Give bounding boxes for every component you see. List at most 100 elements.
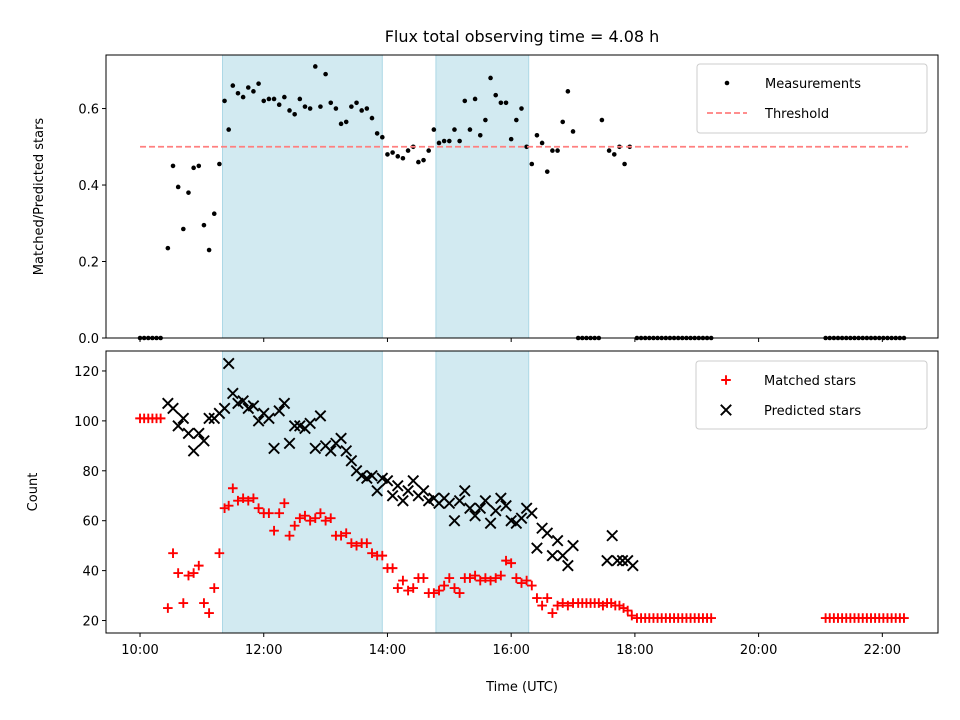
predicted-stars-point	[304, 417, 317, 430]
predicted-stars-point	[252, 415, 265, 427]
matched-stars-point	[178, 598, 189, 608]
count-panel-legend: Matched stars Predicted stars	[695, 360, 928, 430]
matched-stars-point	[449, 583, 460, 593]
matched-stars-point	[622, 605, 633, 616]
matched-stars-point	[362, 538, 372, 548]
ratio-panel-y-tick-label: 0.0	[78, 332, 99, 347]
measurements-point	[302, 104, 308, 109]
matched-stars-point	[367, 548, 377, 558]
predicted-stars-point	[489, 504, 502, 517]
matched-stars-point	[300, 510, 310, 521]
matched-stars-point	[315, 508, 326, 519]
matched-stars-point	[511, 573, 522, 583]
matched-stars-point	[289, 520, 300, 531]
matched-stars-point	[183, 570, 194, 581]
matched-stars-point	[387, 563, 398, 573]
predicted-stars-point	[474, 502, 487, 515]
matched-stars-point	[557, 598, 568, 608]
predicted-stars-point	[616, 554, 629, 567]
matched-stars-point	[253, 503, 264, 514]
count-panel-y-tick-label: 20	[82, 615, 99, 630]
matched-stars-point	[403, 585, 413, 596]
count-panel-shaded-interval-2	[435, 350, 530, 634]
count-panel-x-axis-label: Time (UTC)	[485, 680, 558, 695]
measurements-point	[570, 129, 576, 134]
matched-stars-point	[563, 600, 573, 611]
matched-stars-point	[204, 608, 214, 618]
measurements-point	[196, 163, 202, 169]
series-matched-stars	[135, 413, 909, 623]
predicted-stars-point	[263, 412, 275, 425]
count-panel-y-tick-label: 40	[82, 565, 99, 580]
predicted-stars-point	[525, 507, 538, 520]
matched-stars-point	[377, 550, 388, 561]
matched-stars-point	[155, 413, 166, 424]
measurements-point	[457, 138, 462, 144]
matched-stars-point	[346, 538, 357, 548]
predicted-stars-point	[167, 402, 179, 415]
matched-stars-point	[516, 578, 527, 588]
predicted-stars-point	[391, 479, 404, 492]
matched-stars-point	[626, 610, 637, 621]
predicted-stars-point	[407, 474, 420, 487]
measurements-point	[230, 83, 236, 88]
matched-stars-point	[552, 600, 563, 611]
matched-stars-point	[506, 558, 516, 568]
legend-swatch	[720, 404, 732, 416]
measurements-point	[240, 94, 246, 100]
predicted-stars-point	[402, 484, 414, 497]
measurements-point	[534, 133, 540, 138]
predicted-stars-point	[546, 549, 559, 562]
measurements-point	[256, 81, 261, 86]
predicted-stars-point	[226, 387, 239, 400]
matched-stars-point	[233, 495, 243, 506]
matched-stars-point	[470, 570, 480, 581]
measurements-point	[622, 161, 627, 167]
matched-stars-point	[480, 573, 491, 583]
measurements-point	[447, 138, 452, 144]
matched-stars-point	[490, 573, 501, 583]
measurements-point	[186, 190, 191, 195]
predicted-stars-point	[479, 494, 492, 507]
measurements-point	[251, 89, 256, 94]
legend-label-measurements: Measurements	[765, 77, 861, 92]
predicted-stars-point	[531, 542, 543, 555]
measurements-point	[555, 148, 560, 153]
predicted-stars-point	[177, 412, 190, 425]
measurements-point	[477, 133, 483, 138]
predicted-stars-point	[203, 412, 215, 425]
ratio-panel-y-tick-label: 0.2	[78, 256, 99, 271]
matched-stars-point	[264, 508, 274, 519]
predicted-stars-point	[340, 444, 353, 457]
measurements-point	[354, 100, 359, 106]
matched-stars-point	[223, 500, 234, 511]
predicted-stars-point	[611, 554, 624, 567]
matched-stars-point	[274, 508, 285, 519]
predicted-stars-point	[288, 419, 301, 432]
predicted-stars-point	[278, 397, 291, 410]
matched-stars-point	[537, 600, 547, 611]
measurements-point	[503, 100, 509, 106]
matched-stars-point	[269, 525, 279, 536]
measurements-point	[271, 96, 277, 102]
predicted-stars-point	[247, 400, 260, 412]
measurements-point	[550, 148, 555, 153]
predicted-stars-point	[417, 484, 430, 497]
measurements-point	[405, 148, 411, 153]
measurements-point	[462, 98, 468, 104]
measurements-point	[488, 75, 493, 81]
measurements-point	[245, 85, 251, 90]
count-panel-legend-box	[695, 360, 928, 430]
predicted-stars-point	[314, 410, 327, 422]
matched-stars-point	[295, 513, 305, 524]
matched-stars-point	[542, 593, 553, 603]
measurements-point	[297, 96, 303, 102]
measurements-point	[307, 106, 313, 111]
count-panel-axes: 20 40 60 80 100 120 10:00 12:00 14:00 16:00 18:00 2…	[74, 350, 939, 658]
legend-label-predicted-stars: Predicted stars	[764, 404, 861, 419]
matched-stars-point	[248, 493, 259, 504]
matched-stars-point	[320, 515, 331, 526]
matched-stars-point	[310, 513, 321, 524]
predicted-stars-point	[335, 432, 347, 445]
